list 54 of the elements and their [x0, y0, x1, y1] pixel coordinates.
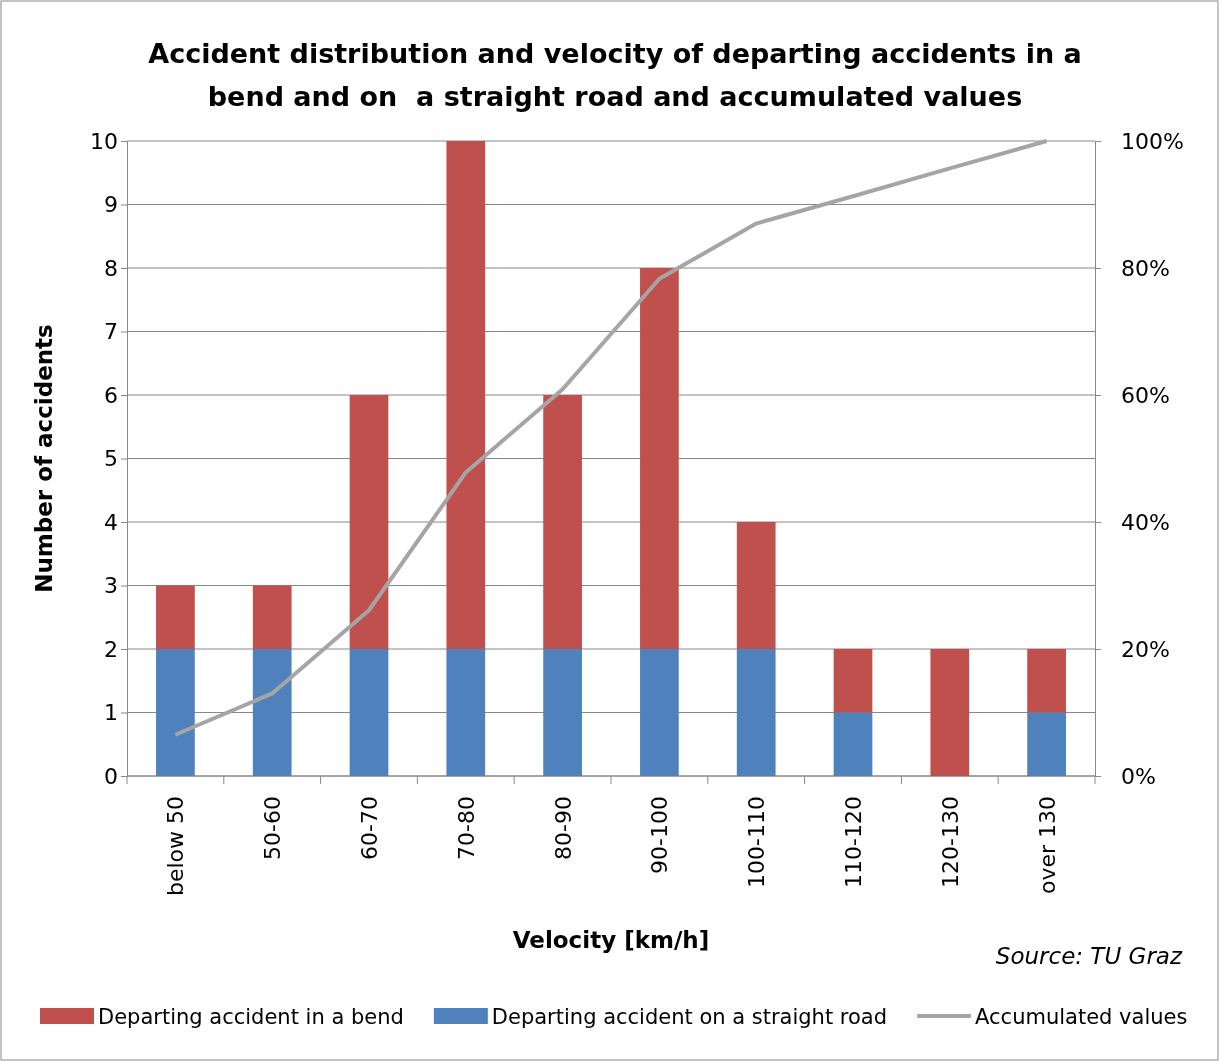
x-tick-label: 120-130: [937, 796, 963, 888]
bar: [349, 649, 389, 776]
y2-tick-label: 80%: [1121, 255, 1170, 281]
x-tick-label: 110-120: [841, 796, 866, 888]
bar: [833, 649, 873, 713]
line-series: [173, 139, 1049, 737]
y-tick-label: 10: [90, 128, 118, 154]
x-tick-label: 90-100: [647, 796, 673, 874]
x-axis-title: Velocity [km/h]: [512, 927, 710, 953]
y2-tick-label: 100%: [1121, 128, 1184, 154]
bar: [640, 649, 679, 776]
y-tick-label: 2: [104, 636, 118, 662]
y-tick-label: 8: [104, 255, 118, 281]
bar: [156, 585, 195, 649]
bar: [156, 649, 195, 776]
bar: [446, 141, 486, 649]
bar: [640, 268, 679, 649]
bar: [833, 712, 873, 776]
legend-label: Accumulated values: [975, 1005, 1188, 1029]
bar: [736, 649, 776, 776]
x-tick-label: 100-110: [744, 796, 770, 888]
y2-tick-label: 40%: [1121, 509, 1170, 535]
bar: [446, 649, 486, 776]
bar: [252, 649, 292, 776]
y-tick-label: 0: [104, 763, 118, 789]
bar: [252, 585, 292, 649]
legend-label: Departing accident in a bend: [98, 1005, 404, 1029]
x-tick-label: over 130: [1034, 796, 1060, 895]
y-tick-label: 5: [104, 446, 118, 472]
y-tick-label: 6: [104, 382, 118, 408]
y2-tick-label: 20%: [1121, 636, 1170, 662]
y2-tick-label: 0%: [1121, 763, 1156, 789]
bar: [1027, 649, 1066, 713]
bar: [736, 522, 776, 649]
source-note: Source: TU Graz: [995, 943, 1183, 969]
x-tick-label: 50-60: [260, 796, 286, 860]
x-tick-label: 80-90: [550, 796, 576, 860]
y-tick-label: 1: [104, 700, 118, 726]
bar: [349, 395, 389, 649]
y-tick-label: 7: [104, 319, 118, 345]
bar: [1027, 712, 1066, 776]
y-axis-title: Number of accidents: [31, 324, 57, 593]
legend-label: Departing accident on a straight road: [491, 1005, 888, 1029]
x-tick-label: 70-80: [453, 796, 479, 860]
bar: [930, 649, 970, 776]
y2-tick-label: 60%: [1121, 382, 1170, 408]
chart-title: Accident distribution and velocity of departing accidents in a bend and on a straight road and accumulated values: [148, 38, 1082, 112]
bar: [543, 395, 582, 649]
y-tick-label: 9: [104, 192, 118, 218]
y-tick-label: 3: [104, 573, 118, 599]
y-tick-label: 4: [104, 509, 118, 535]
bar: [543, 649, 582, 776]
x-tick-label: 60-70: [357, 796, 382, 860]
x-tick-label: below 50: [163, 796, 189, 897]
